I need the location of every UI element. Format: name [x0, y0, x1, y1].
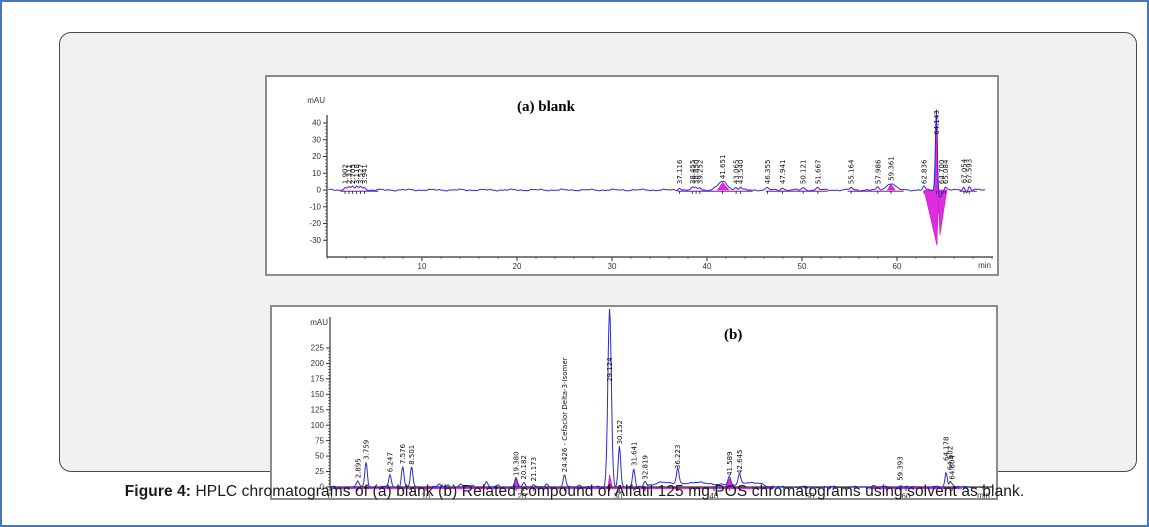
- svg-text:65.084: 65.084: [942, 159, 950, 184]
- svg-text:1.902: 1.902: [342, 164, 350, 184]
- figure-panel: 40 30 20 10 0 -10 -20 -30 10 20 30 40 50 60 min mAU (a) …: [59, 32, 1137, 500]
- svg-text:47.941: 47.941: [779, 160, 787, 185]
- svg-text:7.576: 7.576: [399, 444, 407, 465]
- svg-text:59.361: 59.361: [887, 156, 895, 181]
- svg-text:(b): (b): [724, 327, 742, 343]
- chromatogram-a-panel: 40 30 20 10 0 -10 -20 -30 10 20 30 40 50 60 min mAU (a) …: [265, 75, 999, 276]
- svg-text:64.700: 64.700: [938, 160, 946, 185]
- svg-text:30: 30: [614, 492, 623, 498]
- svg-text:10: 10: [312, 169, 321, 178]
- svg-text:200: 200: [311, 359, 325, 368]
- svg-text:mAU: mAU: [310, 318, 328, 327]
- svg-text:55.164: 55.164: [848, 159, 856, 184]
- svg-text:32.819: 32.819: [642, 455, 650, 480]
- svg-text:125: 125: [311, 405, 325, 414]
- svg-text:41.589: 41.589: [726, 451, 734, 476]
- svg-text:46.355: 46.355: [764, 160, 772, 185]
- svg-text:3.759: 3.759: [363, 440, 371, 460]
- svg-text:min: min: [977, 491, 990, 498]
- svg-text:-30: -30: [309, 236, 321, 245]
- svg-text:3.941: 3.941: [361, 164, 369, 184]
- svg-text:2.311: 2.311: [346, 164, 354, 184]
- svg-text:60: 60: [902, 492, 911, 498]
- svg-text:20: 20: [513, 262, 522, 271]
- svg-text:30: 30: [312, 135, 321, 144]
- svg-text:10: 10: [418, 262, 427, 271]
- svg-text:40: 40: [312, 119, 321, 128]
- svg-text:175: 175: [311, 374, 325, 383]
- svg-text:75: 75: [315, 436, 324, 445]
- svg-text:2.705: 2.705: [349, 164, 357, 184]
- svg-text:57.986: 57.986: [874, 159, 882, 184]
- svg-text:3.118: 3.118: [353, 164, 361, 184]
- svg-text:20.182: 20.182: [520, 455, 528, 480]
- svg-text:(a) blank: (a) blank: [517, 99, 576, 115]
- figure-caption-text: HPLC chromatograms of (a) blank (b) Rela…: [191, 483, 1025, 500]
- svg-text:40: 40: [703, 262, 712, 271]
- svg-text:38.850: 38.850: [693, 160, 701, 185]
- svg-text:20: 20: [518, 492, 527, 498]
- chromatogram-a-chart: 40 30 20 10 0 -10 -20 -30 10 20 30 40 50 60 min mAU (a) …: [307, 96, 993, 271]
- svg-text:29.124: 29.124: [606, 357, 614, 382]
- chromatogram-b-chart: 225 200 175 150 125 100 75 50 25 00 10 20 30 40 50 60 mi…: [310, 309, 992, 498]
- svg-text:39.252: 39.252: [696, 160, 704, 185]
- svg-text:mAU: mAU: [307, 96, 325, 105]
- svg-text:0: 0: [328, 492, 333, 498]
- svg-text:38.455: 38.455: [689, 160, 697, 185]
- svg-text:62.836: 62.836: [920, 159, 928, 184]
- svg-text:25: 25: [315, 467, 324, 476]
- svg-text:30: 30: [608, 262, 617, 271]
- svg-text:10: 10: [422, 492, 431, 498]
- svg-text:8.501: 8.501: [408, 445, 416, 465]
- svg-text:64.143: 64.143: [933, 110, 941, 135]
- svg-text:51.667: 51.667: [814, 160, 822, 185]
- svg-text:36.223: 36.223: [674, 445, 682, 470]
- svg-text:24.426 - Cefaclor Delta-3-Isom: 24.426 - Cefaclor Delta-3-Isomer: [561, 357, 569, 472]
- svg-text:59.393: 59.393: [897, 456, 905, 481]
- svg-text:50: 50: [806, 492, 815, 498]
- svg-text:31.641: 31.641: [630, 442, 638, 467]
- svg-text:20: 20: [312, 152, 321, 161]
- svg-text:37.116: 37.116: [676, 159, 684, 184]
- svg-text:0: 0: [317, 186, 322, 195]
- svg-text:50: 50: [798, 262, 807, 271]
- svg-text:-10: -10: [309, 202, 321, 211]
- chromatogram-b-panel: 225 200 175 150 125 100 75 50 25 0 0 10 20 30 40 50 60 mi…: [270, 305, 998, 500]
- svg-text:21.173: 21.173: [530, 457, 538, 482]
- figure-caption-label: Figure 4:: [124, 483, 192, 500]
- svg-text:50.121: 50.121: [800, 160, 808, 185]
- svg-text:67.593: 67.593: [966, 159, 974, 184]
- figure-caption: Figure 4: HPLC chromatograms of (a) blan…: [2, 483, 1147, 501]
- svg-text:64.602: 64.602: [947, 446, 955, 471]
- svg-text:150: 150: [311, 390, 325, 399]
- svg-text:-20: -20: [309, 219, 321, 228]
- svg-text:19.380: 19.380: [513, 451, 521, 476]
- svg-text:100: 100: [311, 421, 325, 430]
- svg-text:42.645: 42.645: [736, 450, 744, 475]
- svg-text:67.054: 67.054: [961, 158, 969, 183]
- svg-text:41.651: 41.651: [719, 155, 727, 180]
- svg-text:64.804: 64.804: [949, 455, 957, 480]
- svg-text:2.895: 2.895: [354, 458, 362, 478]
- svg-text:50: 50: [315, 452, 324, 461]
- svg-text:6.247: 6.247: [387, 452, 395, 472]
- svg-text:60: 60: [893, 262, 902, 271]
- svg-text:30.152: 30.152: [616, 420, 624, 445]
- svg-text:40: 40: [710, 492, 719, 498]
- svg-text:43.065: 43.065: [733, 160, 741, 185]
- svg-text:225: 225: [311, 344, 325, 353]
- svg-text:min: min: [978, 261, 991, 270]
- svg-text:43.540: 43.540: [737, 160, 745, 185]
- svg-text:0: 0: [320, 483, 325, 492]
- svg-text:64.178: 64.178: [943, 437, 951, 462]
- svg-text:3.527: 3.527: [357, 164, 365, 184]
